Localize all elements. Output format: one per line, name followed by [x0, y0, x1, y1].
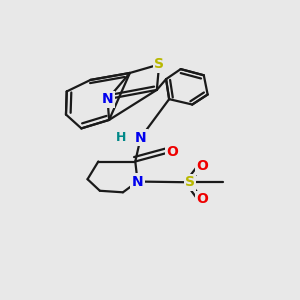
- Text: O: O: [196, 159, 208, 173]
- Text: N: N: [102, 92, 113, 106]
- Text: O: O: [196, 192, 208, 206]
- Text: S: S: [154, 58, 164, 71]
- Text: N: N: [135, 130, 146, 145]
- Text: O: O: [166, 145, 178, 158]
- Text: S: S: [185, 175, 195, 189]
- Text: H: H: [116, 131, 127, 144]
- Text: N: N: [132, 175, 143, 188]
